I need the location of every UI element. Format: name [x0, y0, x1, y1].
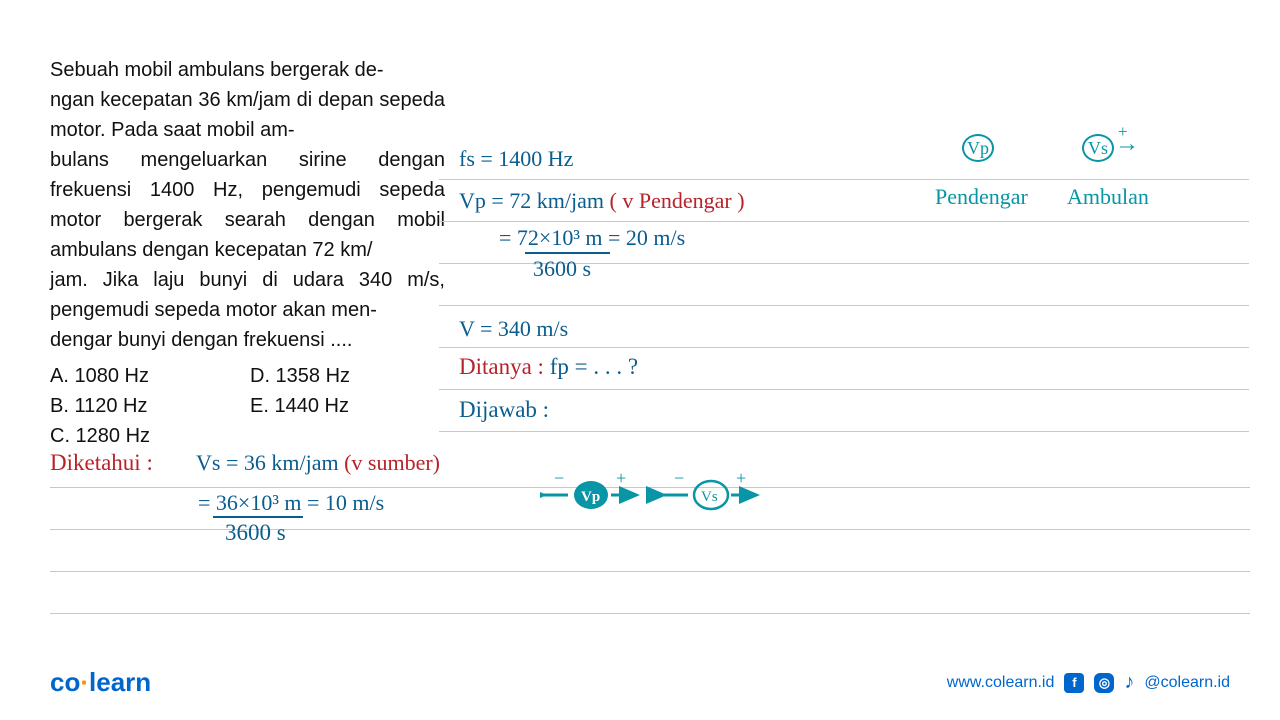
option-b: B. 1120 Hz [50, 391, 250, 421]
vs-equation: Vs = 36 km/jam (v sumber) [196, 450, 440, 476]
logo-part1: co [50, 667, 80, 697]
diagram-svg: − Vp + − Vs + [540, 465, 800, 520]
ditanya-value: fp = . . . ? [550, 354, 638, 379]
problem-body: Sebuah mobil ambulans bergerak de- ngan … [50, 55, 445, 355]
dijawab-label: Dijawab : [459, 397, 549, 423]
v-equation: V = 340 m/s [459, 316, 568, 342]
ambulan-label: Ambulan [1067, 184, 1149, 210]
pendengar-label: Pendengar [935, 184, 1028, 210]
vp-calc-denominator: 3600 s [533, 256, 591, 282]
svg-text:Vs: Vs [701, 489, 718, 505]
logo: co·learn [50, 667, 151, 698]
ditanya-label: Ditanya : [459, 354, 544, 379]
direction-diagram: − Vp + − Vs + [540, 465, 800, 526]
problem-statement: Sebuah mobil ambulans bergerak de- ngan … [50, 55, 445, 451]
svg-text:Vp: Vp [581, 489, 600, 505]
svg-text:+: + [616, 468, 626, 488]
footer-url: www.colearn.id [947, 674, 1055, 692]
footer-handle: @colearn.id [1144, 674, 1230, 692]
vp-note: ( v Pendengar ) [610, 188, 745, 213]
svg-text:−: − [554, 468, 564, 488]
vs-calc-numerator: = 36×10³ m = 10 m/s [198, 490, 384, 516]
options-block: A. 1080 Hz D. 1358 Hz B. 1120 Hz E. 1440… [50, 361, 445, 451]
footer: co·learn www.colearn.id f ◎ ♪ @colearn.i… [50, 667, 1230, 698]
instagram-icon: ◎ [1094, 673, 1114, 693]
tiktok-icon: ♪ [1124, 671, 1134, 694]
svg-text:−: − [674, 468, 684, 488]
vp-value: Vp = 72 km/jam [459, 188, 604, 213]
option-a: A. 1080 Hz [50, 361, 250, 391]
vs-fraction-bar [213, 516, 303, 518]
vs-calc-denominator: 3600 s [225, 520, 286, 546]
ruled-paper-right [439, 138, 1249, 432]
logo-part2: learn [89, 667, 151, 697]
vp-circle-icon: Vp [962, 134, 994, 162]
option-e: E. 1440 Hz [250, 391, 349, 421]
diketahui-label: Diketahui : [50, 450, 153, 475]
facebook-icon: f [1064, 673, 1084, 693]
fs-equation: fs = 1400 Hz [459, 146, 573, 172]
option-d: D. 1358 Hz [250, 361, 350, 391]
vp-calc-numerator: = 72×10³ m = 20 m/s [499, 225, 685, 251]
vs-circle-icon: Vs [1082, 134, 1114, 162]
arrow-right-icon: → [1115, 131, 1139, 158]
vp-equation: Vp = 72 km/jam ( v Pendengar ) [459, 188, 745, 214]
vp-fraction-bar [525, 252, 610, 254]
svg-text:+: + [736, 468, 746, 488]
logo-dot: · [80, 667, 89, 697]
footer-right: www.colearn.id f ◎ ♪ @colearn.id [947, 671, 1230, 694]
vs-note: (v sumber) [344, 450, 440, 475]
ditanya-line: Ditanya : fp = . . . ? [459, 354, 638, 380]
diketahui-line: Diketahui : [50, 450, 153, 476]
vs-value: Vs = 36 km/jam [196, 450, 344, 475]
